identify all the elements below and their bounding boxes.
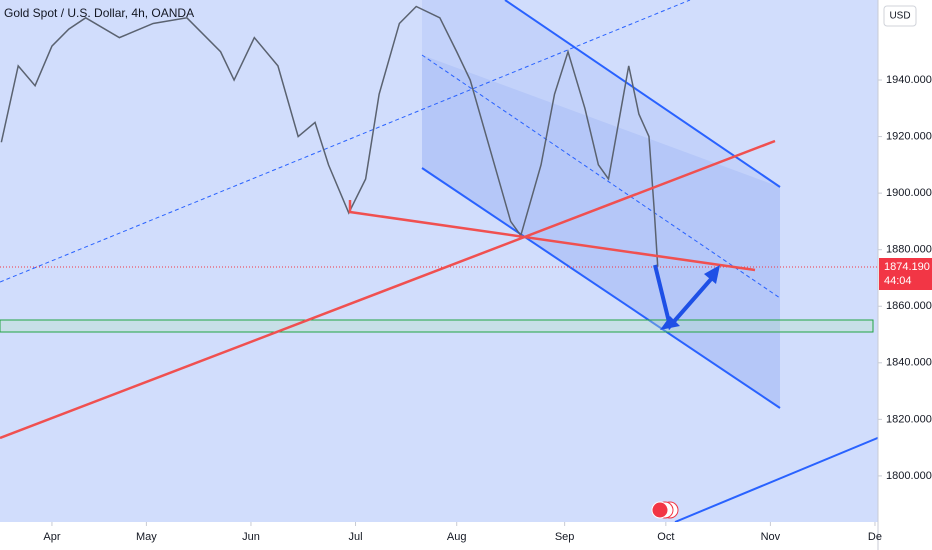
- y-tick-label: 1880.000: [886, 244, 932, 256]
- price-line-series: [0, 5, 659, 267]
- price-tag-label: 1874.190: [884, 261, 930, 273]
- red-neckline: [348, 200, 756, 272]
- price-tag: [879, 258, 932, 290]
- x-tick-label: Aug: [447, 531, 467, 543]
- arrow-head: [704, 265, 720, 284]
- y-tick-label: 1920.000: [886, 130, 932, 142]
- currency: USD: [889, 11, 910, 22]
- chart-title: Gold Spot / U.S. Dollar, 4h, OANDA: [4, 6, 194, 20]
- y-tick-label: 1940.000: [886, 74, 932, 86]
- drawings-top: [0, 139, 878, 522]
- channel-mid: [421, 54, 781, 299]
- x-tick-label: De: [868, 531, 882, 543]
- red-trend: [0, 139, 776, 440]
- y-tick-label: 1900.000: [886, 187, 932, 199]
- event-icons: [651, 501, 679, 519]
- x-tick-label: Jun: [242, 531, 260, 543]
- x-tick-label: May: [136, 531, 157, 543]
- time-axis: [0, 522, 878, 550]
- dashed-trend: [0, 0, 691, 283]
- y-tick-label: 1820.000: [886, 413, 932, 425]
- currency-box: [883, 5, 917, 27]
- arrow-head: [660, 316, 680, 330]
- channel-lower: [421, 167, 781, 409]
- series-group: [0, 5, 659, 267]
- support-zone: [0, 319, 874, 333]
- y-tick-label: 1860.000: [886, 300, 932, 312]
- x-tick-label: Apr: [43, 531, 60, 543]
- x-tick-label: Nov: [761, 531, 781, 543]
- x-tick-label: Jul: [348, 531, 362, 543]
- channel-fill-top: [422, 0, 780, 408]
- drawings: [0, 0, 878, 409]
- x-tick-label: Sep: [555, 531, 575, 543]
- y-tick-label: 1800.000: [886, 470, 932, 482]
- countdown: 44:04: [884, 275, 912, 287]
- x-tick-label: Oct: [657, 531, 674, 543]
- lower-trend: [674, 436, 878, 522]
- y-tick-label: 1840.000: [886, 357, 932, 369]
